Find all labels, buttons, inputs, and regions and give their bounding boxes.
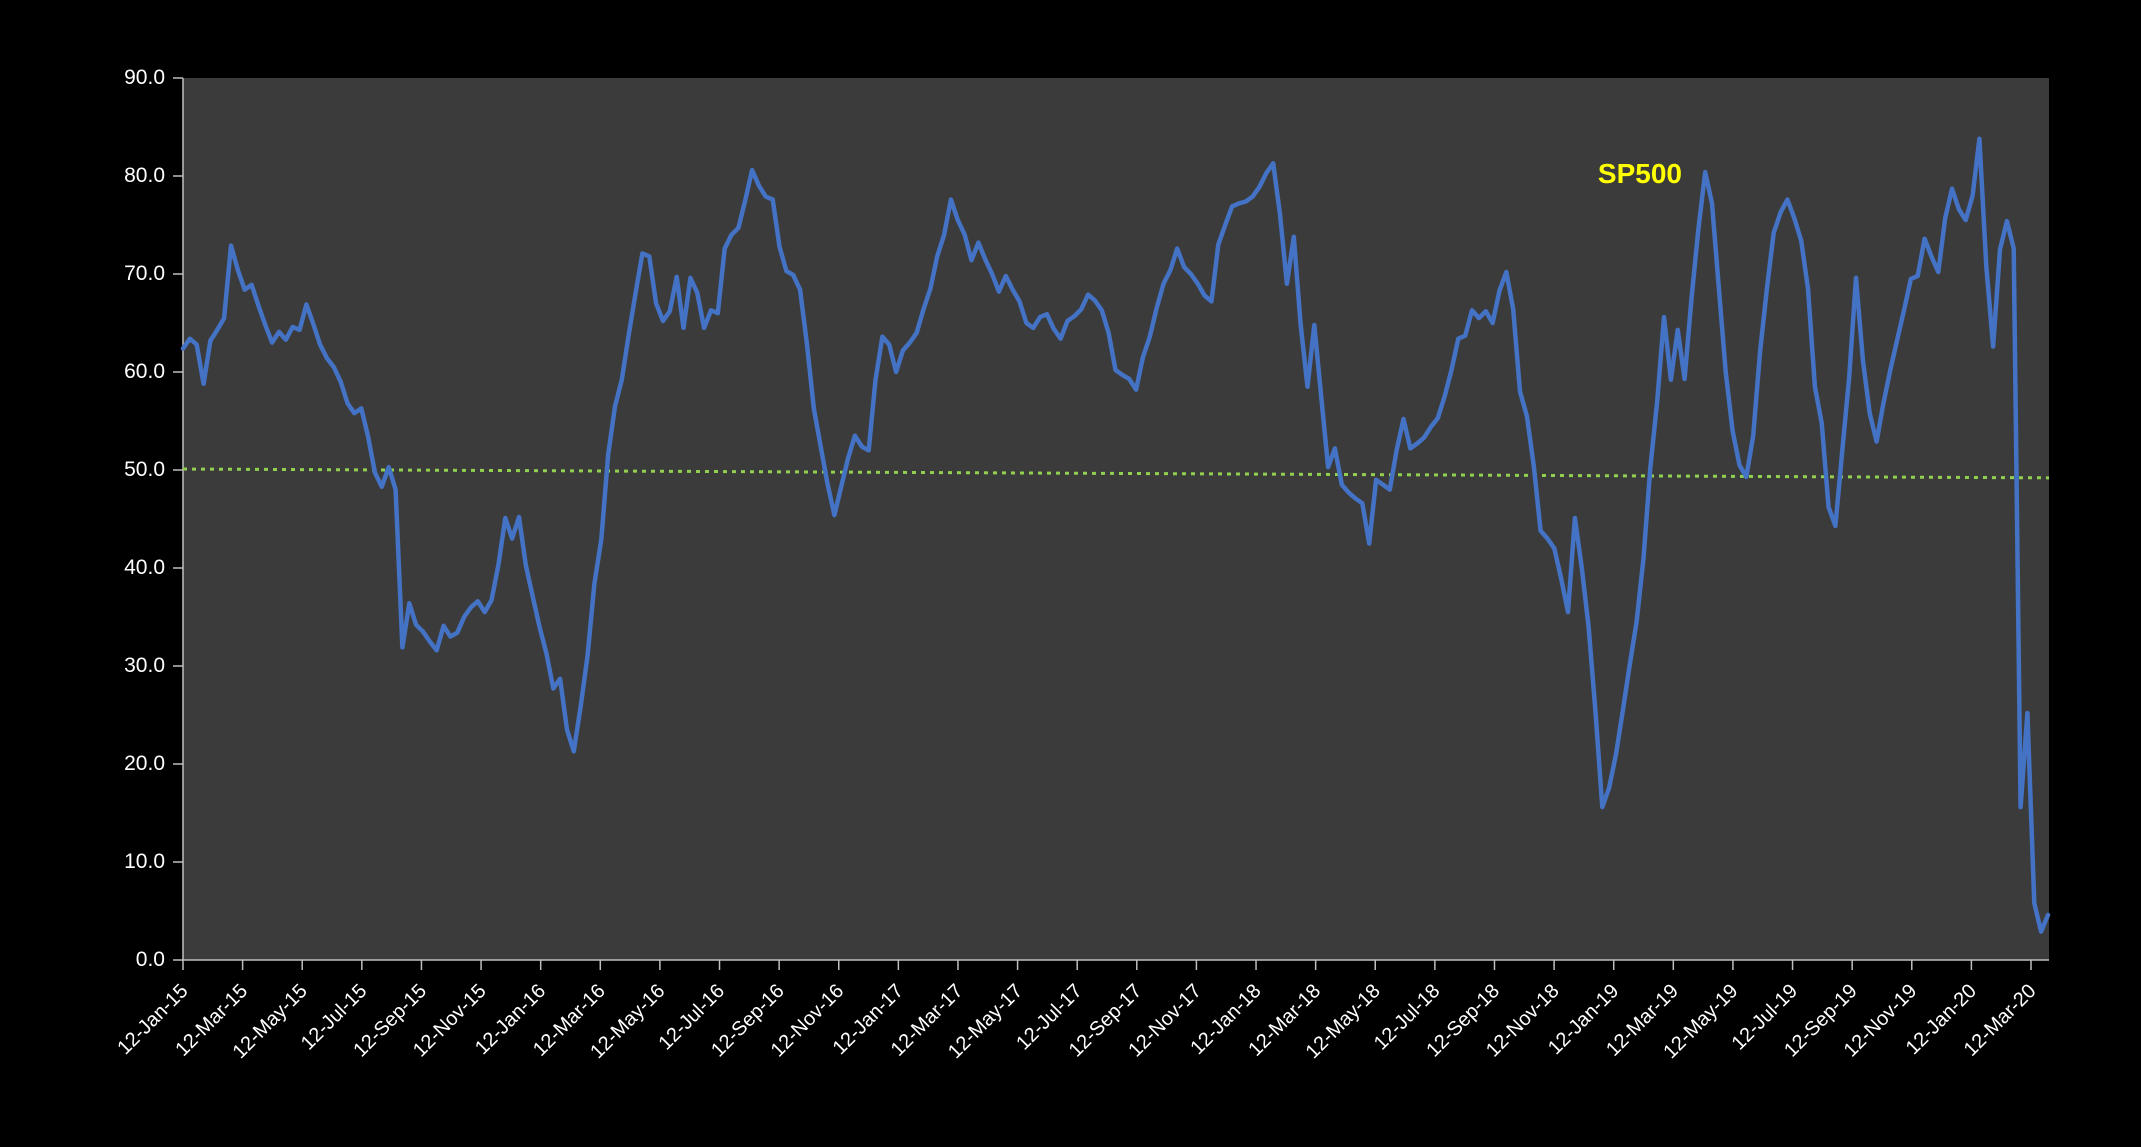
y-tick-label: 20.0 — [124, 752, 165, 775]
y-tick-label: 70.0 — [124, 262, 165, 285]
sp500-series-line — [180, 136, 2051, 934]
y-tick-label: 0.0 — [136, 948, 165, 971]
y-tick-label: 90.0 — [124, 66, 165, 89]
x-axis-ticks: 12-Jan-1512-Mar-1512-May-1512-Jul-1512-S… — [113, 960, 2041, 1063]
axes — [182, 78, 2049, 961]
y-tick-label: 30.0 — [124, 654, 165, 677]
y-tick-label: 80.0 — [124, 164, 165, 187]
series-label: SP500 — [1598, 158, 1682, 189]
y-tick-label: 10.0 — [124, 850, 165, 873]
plot-area — [183, 78, 2049, 960]
y-tick-label: 50.0 — [124, 458, 165, 481]
y-axis-ticks: 0.0 10.0 20.0 30.0 40.0 50.0 60.0 70.0 80.0 90.0 — [124, 66, 183, 971]
y-tick-label: 40.0 — [124, 556, 165, 579]
y-tick-label: 60.0 — [124, 360, 165, 383]
